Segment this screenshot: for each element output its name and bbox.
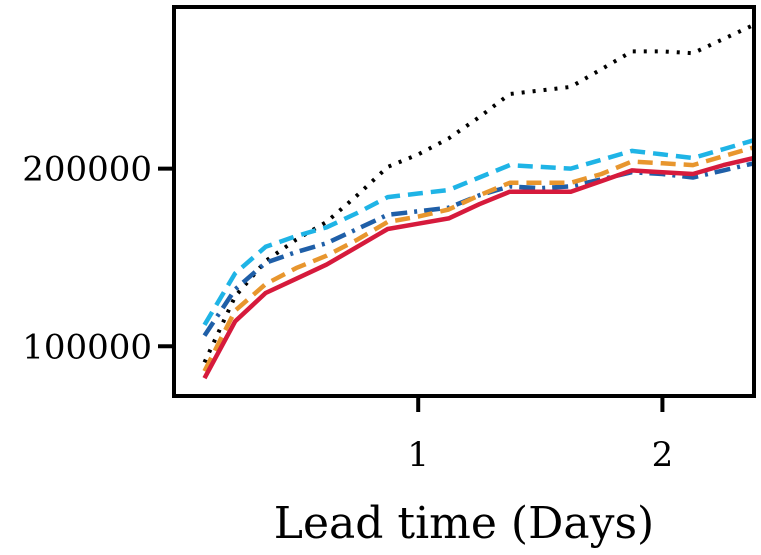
series-layer <box>202 22 755 380</box>
plot-frame <box>172 5 756 398</box>
series-line-dashed-cyan <box>202 138 755 327</box>
series-line-dashed-orange <box>202 145 755 373</box>
y-tick-label: 200000 <box>22 150 152 190</box>
series-line-dotted-black <box>202 22 755 364</box>
series-line-dashdot-blue <box>202 161 755 337</box>
ticks-layer: 1 2 100000 200000 <box>22 150 673 475</box>
x-axis-label: Lead time (Days) <box>274 498 654 549</box>
series-line-solid-red <box>202 155 755 380</box>
x-tick-label: 2 <box>652 435 674 475</box>
y-tick-label: 100000 <box>22 327 152 367</box>
x-tick-label: 1 <box>407 435 429 475</box>
